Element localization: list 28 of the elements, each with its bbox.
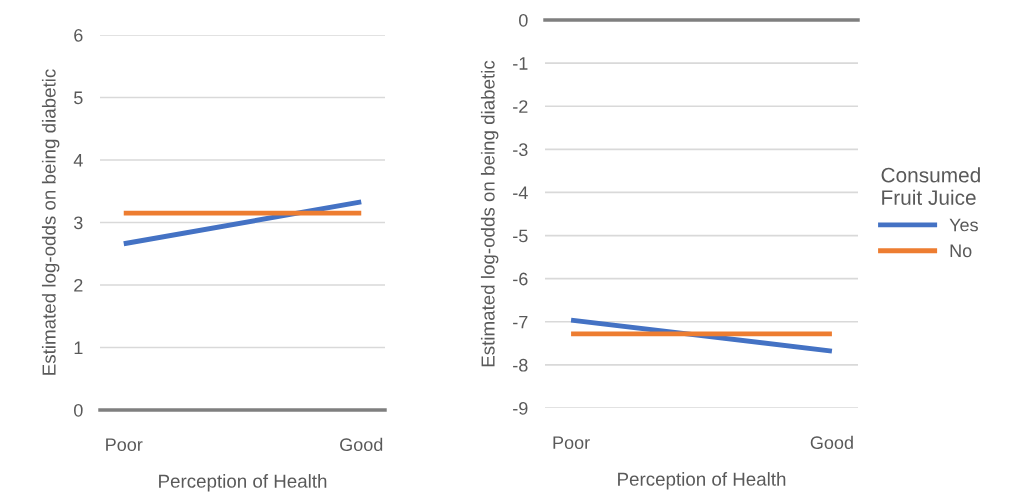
y-tick-label: -4 [513,186,528,199]
x-tick-label: Good [340,437,383,452]
y-tick-label: -8 [513,358,528,372]
y-tick-label: 6 [74,28,83,42]
x-tick-label: Poor [553,436,590,450]
y-tick-label: -9 [513,401,528,415]
x-axis-title: Perception of Health [618,472,786,490]
x-axis-title: Perception of Health [159,474,327,492]
legend-title: Consumed Fruit Juice [881,167,980,205]
x-tick-label: Good [810,435,853,450]
y-tick-label: 0 [74,403,83,417]
y-tick-label: 3 [73,216,83,230]
y-tick-label: 2 [74,278,83,292]
y-axis-title: Estimated log-odds on being diabetic [480,60,499,367]
legend-label: Yes [949,218,978,232]
y-tick-label: -7 [513,315,528,329]
y-tick-label: 5 [74,91,83,105]
y-tick-label: 0 [519,13,528,27]
y-tick-label: -6 [513,272,528,286]
x-tick-label: Poor [106,438,143,452]
y-tick-label: 1 [74,341,83,355]
y-axis-title: Estimated log-odds on being diabetic [41,69,60,375]
legend-label: No [950,244,972,258]
y-tick-label: -1 [513,57,528,70]
y-tick-label: -5 [513,229,528,243]
y-tick-label: -3 [513,143,528,157]
y-tick-label: 4 [73,154,83,167]
y-tick-label: -2 [513,100,528,113]
